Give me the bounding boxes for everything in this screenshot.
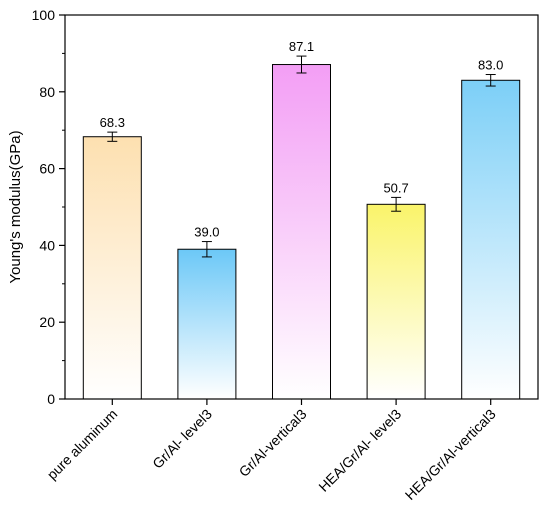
y-tick-label: 80 [39, 84, 55, 100]
bar [366, 203, 426, 400]
bar [272, 64, 331, 400]
x-tick-label: Gr/Al- level3 [149, 406, 215, 472]
data-labels: 68.3 39.0 87.1 50.7 83.0 [100, 39, 504, 239]
y-tick-label: 100 [32, 7, 56, 23]
bars-layer [82, 55, 521, 400]
x-tick-label: pure aluminum [44, 406, 121, 483]
bar [177, 248, 237, 400]
bar [461, 79, 521, 400]
y-tick-label: 60 [39, 161, 55, 177]
data-label: 83.0 [478, 58, 503, 73]
x-axis: pure aluminum Gr/Al- level3 Gr/Al-vertical… [44, 399, 499, 503]
bar [82, 136, 142, 400]
data-label: 87.1 [289, 39, 314, 54]
y-axis: 0 20 40 60 80 100 [32, 7, 65, 407]
y-tick-label: 40 [39, 237, 55, 253]
data-label: 39.0 [194, 225, 219, 240]
y-tick-label: 0 [47, 391, 55, 407]
x-tick-label: HEA/Gr/Al- level3 [315, 406, 404, 495]
y-axis-title: Young's modulus(GPa) [7, 130, 24, 283]
data-label: 50.7 [383, 180, 408, 195]
y-tick-label: 20 [39, 314, 55, 330]
x-tick-label: Gr/Al-vertical3 [236, 406, 310, 480]
data-label: 68.3 [100, 115, 125, 130]
x-tick-label: HEA/Gr/Al-vertical3 [402, 406, 499, 503]
